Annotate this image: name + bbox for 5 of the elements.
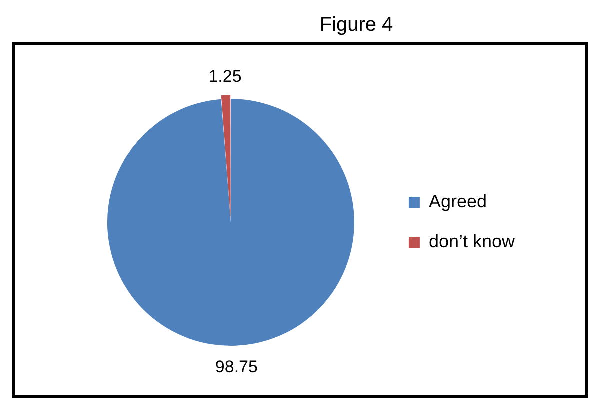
legend-label: don’t know bbox=[428, 231, 516, 252]
data-label: 98.75 bbox=[215, 358, 258, 377]
legend-label: Agreed bbox=[428, 191, 487, 212]
chart-title: Figure 4 bbox=[318, 14, 394, 37]
data-label: 1.25 bbox=[208, 66, 242, 86]
